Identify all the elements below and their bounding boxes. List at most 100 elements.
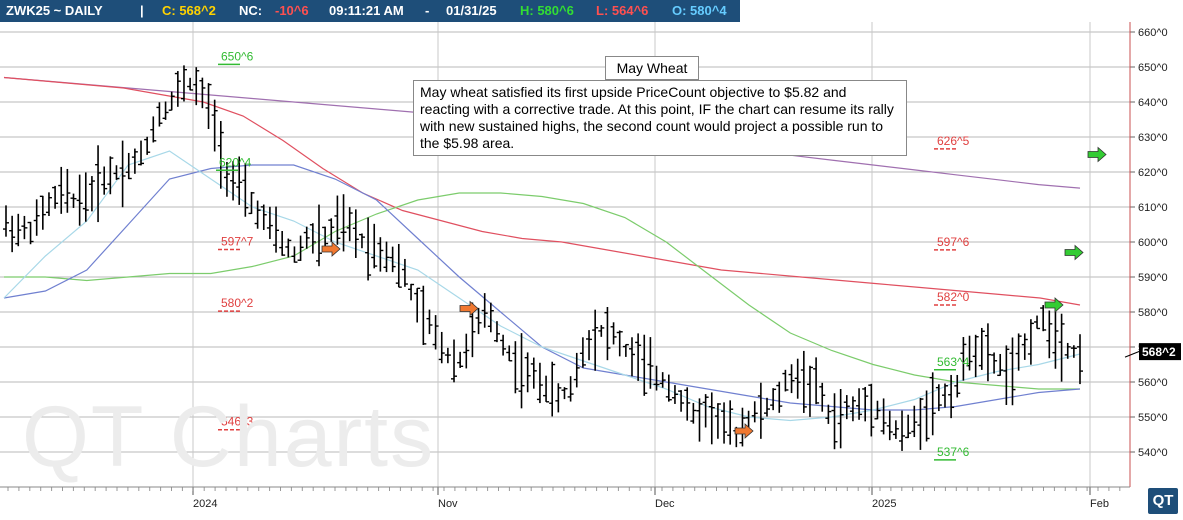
- price-bar: [475, 307, 482, 335]
- price-bars: [3, 65, 1083, 451]
- price-bar: [616, 330, 623, 357]
- price-bar: [696, 398, 703, 442]
- price-bar: [377, 237, 384, 272]
- price-bar: [131, 148, 138, 174]
- price-bar: [561, 387, 568, 400]
- signal-arrows: [321, 146, 1107, 439]
- price-bar: [33, 199, 40, 236]
- price-bar: [899, 410, 906, 451]
- price-bar: [144, 136, 151, 155]
- price-bar: [1034, 315, 1041, 330]
- price-bar: [549, 361, 556, 417]
- price-bar: [831, 393, 838, 450]
- y-tick-label: 650^0: [1138, 62, 1168, 74]
- signal-arrow-icon: [1044, 297, 1064, 313]
- price-bar: [567, 376, 574, 402]
- signal-arrow-icon: [1087, 146, 1107, 163]
- qt-logo[interactable]: QT: [1148, 488, 1178, 514]
- price-bar: [481, 293, 488, 328]
- level-label: 546^3: [221, 415, 254, 429]
- date-value: 01/31/25: [446, 3, 497, 18]
- level-label: 626^5: [937, 134, 970, 148]
- low-value: L: 564^6: [596, 3, 649, 18]
- price-bar: [843, 395, 850, 420]
- price-bar: [371, 223, 378, 269]
- price-bar: [119, 140, 126, 208]
- price-bar: [426, 309, 433, 335]
- x-axis: 2024 Nov Dec 2025 Feb: [0, 486, 1130, 510]
- ma-lightblue-line: [3, 150, 1081, 422]
- level-label: 563^4: [937, 355, 970, 369]
- price-bar: [579, 337, 586, 368]
- price-bar: [168, 91, 175, 111]
- price-bar: [297, 235, 304, 261]
- price-bar: [819, 382, 826, 412]
- price-bar: [303, 226, 310, 249]
- price-bar: [279, 231, 286, 256]
- price-bar: [414, 287, 421, 323]
- price-bar: [671, 385, 678, 404]
- price-bar: [536, 362, 543, 404]
- level-label: 597^7: [221, 234, 254, 248]
- open-value: O: 580^4: [672, 3, 727, 18]
- price-bar: [125, 152, 132, 180]
- price-bar: [273, 206, 280, 253]
- price-bar: [1052, 305, 1059, 369]
- price-bar: [70, 193, 77, 208]
- price-bar: [886, 410, 893, 441]
- last-price-label: 568^2: [1142, 345, 1176, 359]
- header-separator: |: [140, 3, 144, 18]
- level-label: 537^6: [937, 445, 970, 459]
- price-bar: [389, 246, 396, 273]
- price-bar: [3, 205, 9, 237]
- symbol-label[interactable]: ZWK25 ~ DAILY: [6, 3, 103, 18]
- price-bar: [929, 372, 936, 436]
- price-bar: [230, 161, 237, 201]
- target-levels: 650^6 620^4 597^7 580^2 546^3 626^5 597^6 582^0…: [216, 49, 970, 461]
- price-bar: [1077, 334, 1083, 385]
- close-value: C: 568^2: [162, 3, 216, 18]
- price-bar: [193, 67, 200, 106]
- price-bar: [107, 156, 114, 195]
- price-bar: [1046, 310, 1053, 359]
- price-bar: [340, 194, 347, 252]
- price-bar: [1027, 319, 1034, 365]
- price-bar: [782, 369, 789, 392]
- price-bar: [395, 243, 402, 288]
- price-bar: [506, 345, 513, 362]
- price-bar: [592, 309, 599, 371]
- price-bar: [678, 390, 685, 412]
- y-tick-label: 610^0: [1138, 202, 1168, 214]
- price-bar: [346, 207, 353, 242]
- price-bar: [248, 191, 255, 215]
- price-bar: [880, 398, 887, 435]
- price-bar: [187, 77, 194, 91]
- last-price-box: [1139, 343, 1181, 361]
- price-bar: [806, 365, 813, 417]
- price-bar: [1058, 313, 1065, 382]
- level-label: 582^0: [937, 290, 970, 304]
- price-bar: [162, 101, 169, 120]
- price-bar: [825, 404, 832, 424]
- price-bar: [266, 206, 273, 240]
- price-bar: [291, 246, 298, 263]
- price-bar: [223, 161, 230, 197]
- price-bar: [856, 388, 863, 420]
- price-bar: [868, 383, 875, 437]
- price-bar: [622, 343, 629, 357]
- price-bar: [997, 353, 1004, 377]
- price-bar: [9, 215, 16, 253]
- price-bar: [530, 357, 537, 389]
- y-tick-label: 590^0: [1138, 272, 1168, 284]
- level-label: 620^4: [219, 155, 252, 169]
- price-bar: [199, 77, 206, 109]
- level-label: 580^2: [221, 296, 254, 310]
- price-bar: [487, 302, 494, 333]
- level-label: 650^6: [221, 49, 254, 63]
- price-bar: [543, 375, 550, 403]
- price-bar: [524, 352, 531, 393]
- annotation-box: May wheat satisfied its first upside Pri…: [413, 80, 907, 156]
- signal-arrow-icon: [734, 423, 754, 439]
- price-bar: [113, 165, 120, 180]
- y-tick-label: 660^0: [1138, 27, 1168, 39]
